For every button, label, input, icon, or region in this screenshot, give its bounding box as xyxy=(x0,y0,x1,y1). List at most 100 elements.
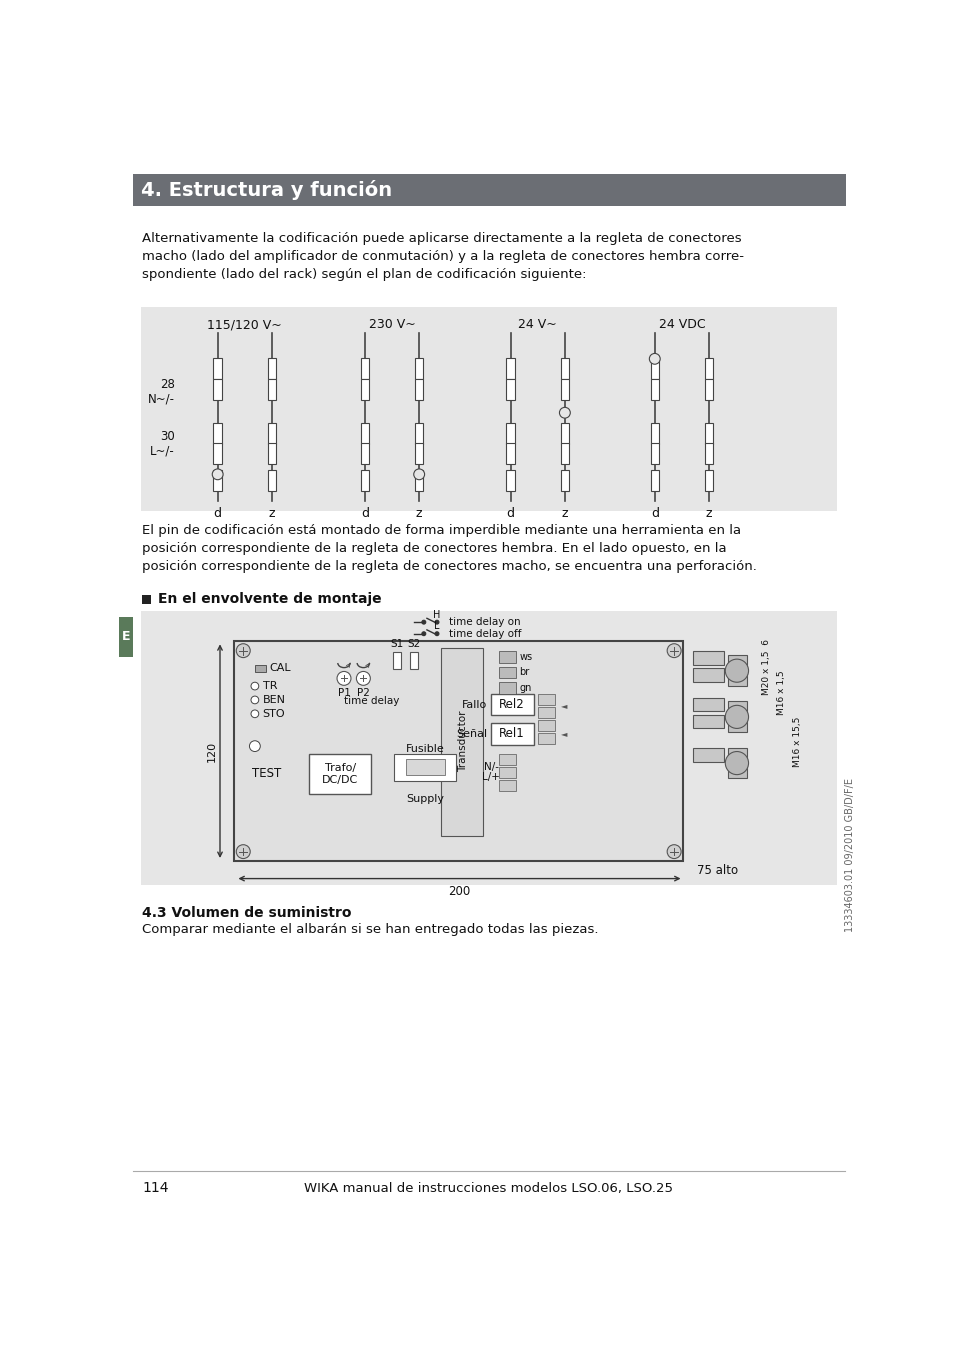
Bar xyxy=(360,470,369,492)
Circle shape xyxy=(724,659,748,682)
Bar xyxy=(141,612,836,884)
Text: d: d xyxy=(360,506,369,520)
Circle shape xyxy=(421,620,425,624)
Bar xyxy=(704,359,713,379)
Bar xyxy=(506,422,515,444)
Bar xyxy=(213,359,222,379)
Text: gn: gn xyxy=(518,682,531,693)
Text: 75 alto: 75 alto xyxy=(696,864,737,877)
Bar xyxy=(415,443,423,464)
Bar xyxy=(704,422,713,444)
Bar xyxy=(213,470,222,492)
Text: H: H xyxy=(433,609,440,620)
Bar xyxy=(491,693,534,715)
Text: Rel1: Rel1 xyxy=(498,727,524,741)
Text: ◄: ◄ xyxy=(560,701,567,709)
Text: 4.3 Volumen de suministro: 4.3 Volumen de suministro xyxy=(142,906,352,921)
Text: P1: P1 xyxy=(337,688,350,699)
Text: time delay off: time delay off xyxy=(448,628,520,639)
Text: z: z xyxy=(269,506,274,520)
Bar xyxy=(268,379,276,399)
Bar xyxy=(704,443,713,464)
Bar xyxy=(394,754,456,781)
Text: Supply: Supply xyxy=(406,793,444,804)
Bar xyxy=(560,379,569,399)
Text: 28
N~/‑: 28 N~/‑ xyxy=(148,378,174,406)
Text: 30
L~/‑: 30 L~/‑ xyxy=(151,429,174,458)
Text: BEN: BEN xyxy=(262,695,285,705)
Text: TEST: TEST xyxy=(252,766,281,780)
Text: 24 V~: 24 V~ xyxy=(517,318,557,330)
Bar xyxy=(498,766,516,777)
Circle shape xyxy=(421,632,425,635)
Bar xyxy=(406,760,444,774)
Text: 230 V~: 230 V~ xyxy=(368,318,415,330)
Text: N/-: N/- xyxy=(483,761,498,772)
Bar xyxy=(727,747,746,779)
Text: ◄: ◄ xyxy=(560,730,567,738)
Circle shape xyxy=(435,620,438,624)
Bar xyxy=(498,780,516,791)
Text: 24 VDC: 24 VDC xyxy=(658,318,704,330)
Text: d: d xyxy=(213,506,221,520)
Text: M20 x 1,5  6: M20 x 1,5 6 xyxy=(761,639,770,695)
Bar xyxy=(491,723,534,745)
Bar xyxy=(213,379,222,399)
Bar xyxy=(268,359,276,379)
Bar xyxy=(560,422,569,444)
Bar xyxy=(254,665,266,672)
Circle shape xyxy=(236,643,250,658)
Bar xyxy=(142,596,151,604)
Bar xyxy=(650,422,659,444)
Bar xyxy=(498,651,516,663)
Text: El pin de codificación está montado de forma imperdible mediante una herramienta: El pin de codificación está montado de f… xyxy=(142,524,757,573)
Circle shape xyxy=(724,751,748,774)
Bar xyxy=(506,470,515,492)
Text: Rel2: Rel2 xyxy=(498,699,524,711)
Circle shape xyxy=(666,643,680,658)
Bar xyxy=(692,747,723,761)
Text: E: E xyxy=(122,631,131,643)
Bar xyxy=(537,720,555,731)
Text: d: d xyxy=(650,506,659,520)
Text: 13334603.01 09/2010 GB/D/F/E: 13334603.01 09/2010 GB/D/F/E xyxy=(844,779,854,933)
Bar xyxy=(415,470,423,492)
Text: z: z xyxy=(416,506,422,520)
Circle shape xyxy=(251,682,258,691)
Bar xyxy=(133,175,845,206)
Bar xyxy=(268,470,276,492)
Bar xyxy=(498,682,516,693)
Bar xyxy=(537,693,555,704)
Text: L: L xyxy=(434,621,439,631)
Bar xyxy=(704,470,713,492)
Text: P2: P2 xyxy=(356,688,370,699)
Bar xyxy=(537,733,555,743)
Bar xyxy=(415,422,423,444)
Text: L/+: L/+ xyxy=(482,772,499,783)
Circle shape xyxy=(336,672,351,685)
Text: TR: TR xyxy=(262,681,276,691)
Bar xyxy=(692,651,723,665)
Text: Transductor: Transductor xyxy=(457,711,467,772)
Bar xyxy=(393,653,400,669)
Bar xyxy=(692,697,723,711)
Text: ws: ws xyxy=(518,651,532,662)
Text: Comparar mediante el albarán si se han entregado todas las piezas.: Comparar mediante el albarán si se han e… xyxy=(142,923,598,936)
Bar xyxy=(650,379,659,399)
Text: 200: 200 xyxy=(448,884,470,898)
Circle shape xyxy=(249,741,260,751)
Text: CAL: CAL xyxy=(270,663,291,673)
Text: 120: 120 xyxy=(207,741,217,762)
Bar xyxy=(415,359,423,379)
Circle shape xyxy=(236,845,250,858)
Circle shape xyxy=(724,705,748,728)
Text: S1: S1 xyxy=(390,639,403,649)
Bar xyxy=(410,653,417,669)
Bar xyxy=(119,617,133,657)
Bar xyxy=(268,422,276,444)
Text: M16 x 1,5: M16 x 1,5 xyxy=(777,670,785,715)
Text: Alternativamente la codificación puede aplicarse directamente a la regleta de co: Alternativamente la codificación puede a… xyxy=(142,232,743,280)
Bar xyxy=(360,443,369,464)
Circle shape xyxy=(251,696,258,704)
Text: Fusible: Fusible xyxy=(406,743,444,754)
